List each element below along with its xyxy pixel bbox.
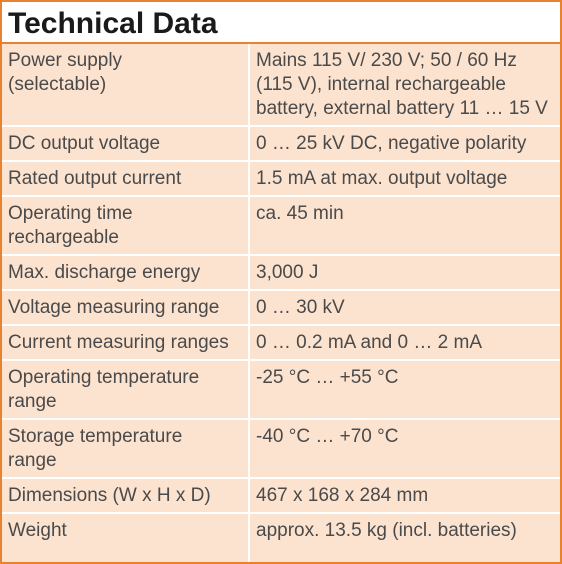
text-line: DC output voltage xyxy=(8,133,161,154)
spec-label: Max. discharge energy xyxy=(2,256,250,289)
text-line: battery, external battery 11 … 15 V xyxy=(256,98,548,119)
spec-label: Power supply (selectable) xyxy=(2,44,250,125)
spec-label: Dimensions (W x H x D) xyxy=(2,479,250,512)
text-line: range xyxy=(8,391,57,412)
spec-label: Current measuring ranges xyxy=(2,326,250,359)
text-line: Mains 115 V/ 230 V; 50 / 60 Hz xyxy=(256,50,517,71)
text-line: ca. 45 min xyxy=(256,203,344,224)
text-line: 0 … 25 kV DC, negative polarity xyxy=(256,133,527,154)
spec-table: Power supply (selectable) Mains 115 V/ 230… xyxy=(2,44,560,562)
spec-label: Voltage measuring range xyxy=(2,291,250,324)
spec-value: 3,000 J xyxy=(250,256,560,289)
spec-value: 467 x 168 x 284 mm xyxy=(250,479,560,512)
text-line: Current measuring ranges xyxy=(8,332,229,353)
spec-row: Max. discharge energy 3,000 J xyxy=(2,256,560,291)
spec-row: Current measuring ranges 0 … 0.2 mA and 0… xyxy=(2,326,560,361)
text-line: range xyxy=(8,450,57,471)
spec-label: Storage temperature range xyxy=(2,420,250,477)
text-line: Power supply xyxy=(8,50,123,71)
text-line: 0 … 30 kV xyxy=(256,297,345,318)
text-line: rechargeable xyxy=(8,227,119,248)
spec-row: Power supply (selectable) Mains 115 V/ 230… xyxy=(2,44,560,127)
text-line: (115 V), internal rechargeable xyxy=(256,74,506,95)
spec-value: -40 °C … +70 °C xyxy=(250,420,560,477)
spec-value: ca. 45 min xyxy=(250,197,560,254)
spec-value: -25 °C … +55 °C xyxy=(250,361,560,418)
text-line: Storage temperature xyxy=(8,426,183,447)
text-line: -25 °C … +55 °C xyxy=(256,367,399,388)
text-line: Operating time xyxy=(8,203,133,224)
spec-value: 0 … 30 kV xyxy=(250,291,560,324)
spec-label: Operating time rechargeable xyxy=(2,197,250,254)
spec-value: 0 … 25 kV DC, negative polarity xyxy=(250,127,560,160)
text-line: Voltage measuring range xyxy=(8,297,220,318)
text-line: Dimensions (W x H x D) xyxy=(8,485,211,506)
text-line: approx. 13.5 kg (incl. batteries) xyxy=(256,520,517,541)
text-line: 0 … 0.2 mA and 0 … 2 mA xyxy=(256,332,482,353)
spec-row: Operating time rechargeable ca. 45 min xyxy=(2,197,560,256)
text-line: 467 x 168 x 284 mm xyxy=(256,485,429,506)
spec-row: Rated output current 1.5 mA at max. outpu… xyxy=(2,162,560,197)
spec-row: Weight approx. 13.5 kg (incl. batteries) xyxy=(2,514,560,562)
spec-label: Rated output current xyxy=(2,162,250,195)
text-line: 3,000 J xyxy=(256,262,319,283)
spec-label: Weight xyxy=(2,514,250,562)
spec-value: Mains 115 V/ 230 V; 50 / 60 Hz (115 V), i… xyxy=(250,44,560,125)
title: Technical Data xyxy=(2,2,560,44)
spec-row: Storage temperature range -40 °C … +70 °C xyxy=(2,420,560,479)
spec-row: DC output voltage 0 … 25 kV DC, negative … xyxy=(2,127,560,162)
text-line: (selectable) xyxy=(8,74,107,95)
text-line: -40 °C … +70 °C xyxy=(256,426,399,447)
spec-label: DC output voltage xyxy=(2,127,250,160)
text-line: Rated output current xyxy=(8,168,182,189)
spec-value: 1.5 mA at max. output voltage xyxy=(250,162,560,195)
text-line: Max. discharge energy xyxy=(8,262,201,283)
spec-row: Operating temperature range -25 °C … +55 °… xyxy=(2,361,560,420)
spec-row: Voltage measuring range 0 … 30 kV xyxy=(2,291,560,326)
spec-value: approx. 13.5 kg (incl. batteries) xyxy=(250,514,560,562)
spec-value: 0 … 0.2 mA and 0 … 2 mA xyxy=(250,326,560,359)
text-line: Weight xyxy=(8,520,67,541)
text-line: 1.5 mA at max. output voltage xyxy=(256,168,508,189)
spec-label: Operating temperature range xyxy=(2,361,250,418)
text-line: Operating temperature xyxy=(8,367,200,388)
spec-row: Dimensions (W x H x D) 467 x 168 x 284 mm xyxy=(2,479,560,514)
